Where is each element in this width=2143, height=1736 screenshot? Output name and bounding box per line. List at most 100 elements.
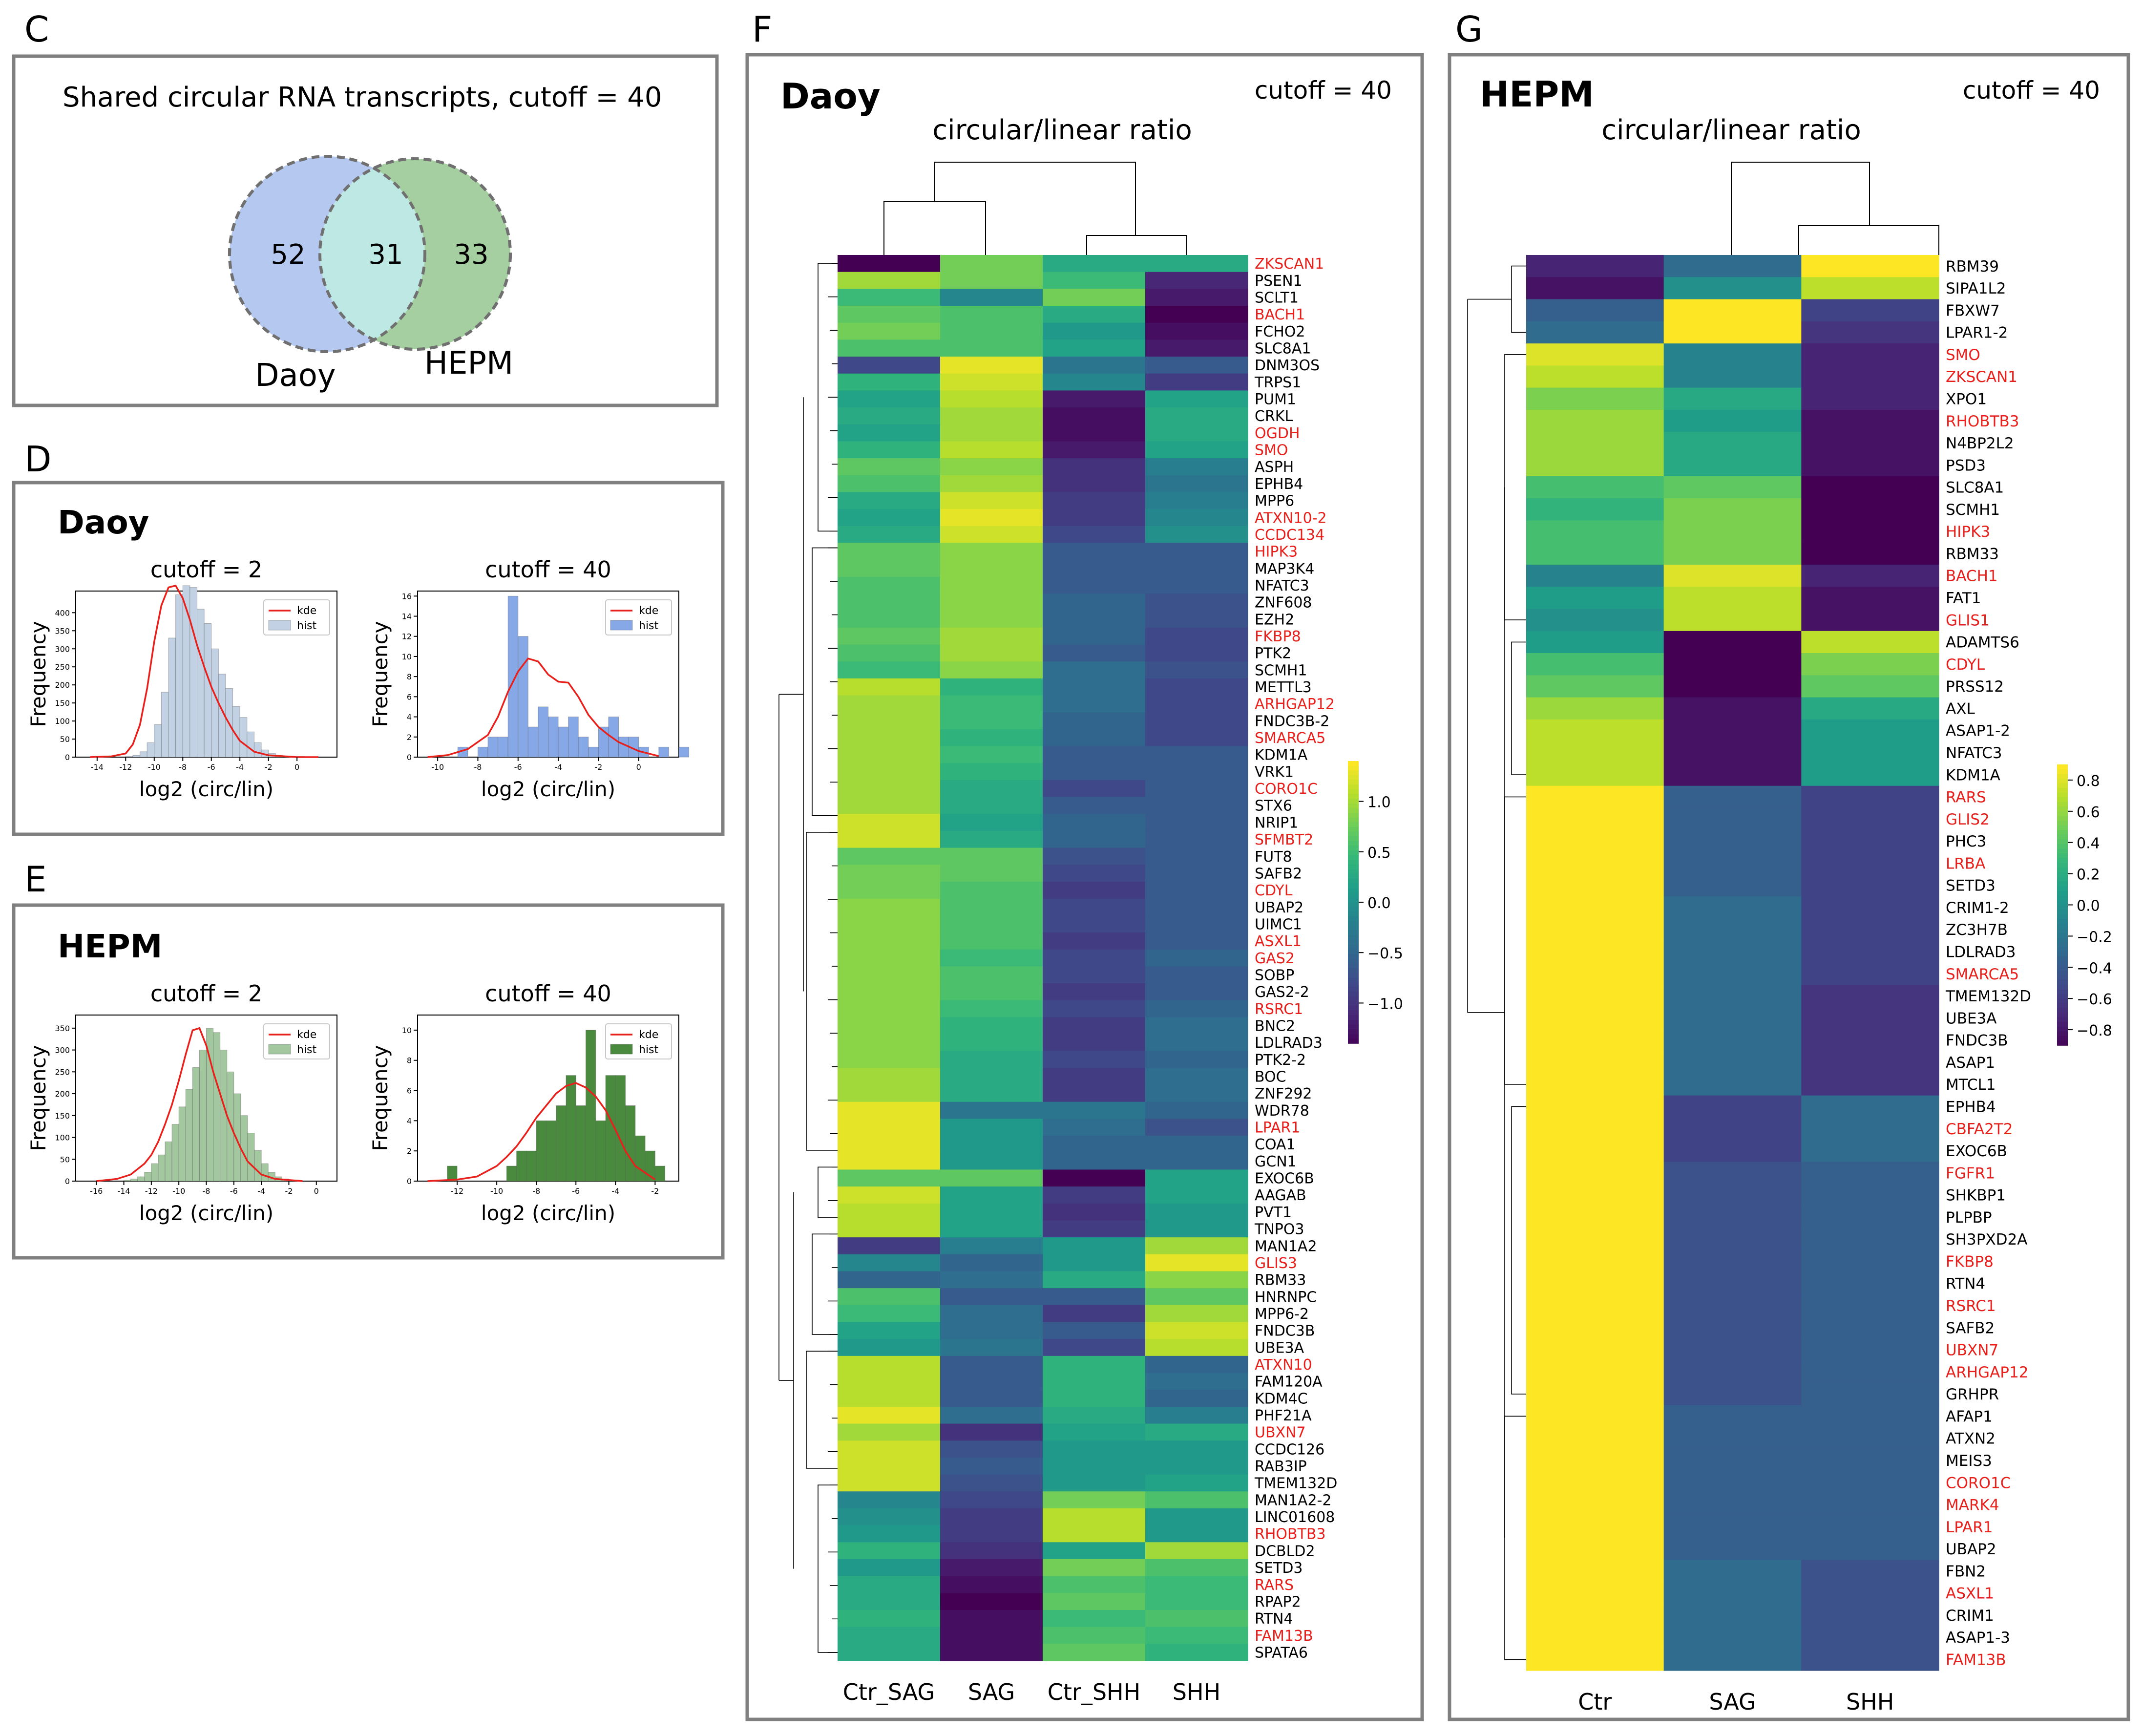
heatmap-cell [940, 712, 1043, 730]
colorbar-segment [2057, 900, 2068, 906]
heatmap-cell [1145, 255, 1248, 273]
hist-bar [161, 692, 169, 758]
row-label: RAB3IP [1255, 1458, 1307, 1475]
heatmap-cell [1043, 1000, 1146, 1017]
row-label: RBM33 [1255, 1272, 1306, 1289]
hist-title: cutoff = 2 [150, 556, 262, 583]
heatmap-cell [1801, 498, 1939, 521]
x-axis-label: log2 (circ/lin) [139, 1201, 273, 1225]
row-label: RBM33 [1946, 546, 1999, 563]
row-label: RSRC1 [1946, 1297, 1996, 1315]
heatmap-cell [1801, 432, 1939, 455]
x-tick-label: -8 [532, 1186, 540, 1196]
heatmap-cell [940, 966, 1043, 984]
colorbar-segment [1348, 869, 1359, 874]
heatmap-cell [1043, 1339, 1146, 1356]
heatmap-cell [1801, 1316, 1939, 1339]
x-axis-label: log2 (circ/lin) [481, 1201, 615, 1225]
heatmap-cell [940, 763, 1043, 781]
heatmap-cell [1145, 1440, 1248, 1458]
hist-bar [144, 1172, 152, 1182]
row-label: FNDC3B [1255, 1323, 1315, 1340]
x-tick-label: -8 [203, 1186, 210, 1196]
daoy-hist-group-title: Daoy [58, 504, 149, 541]
row-label: UBE3A [1255, 1339, 1304, 1356]
heatmap-cell [940, 322, 1043, 340]
heatmap-cell [1145, 509, 1248, 527]
heatmap-cell [940, 1101, 1043, 1119]
row-label: SCMH1 [1946, 501, 2000, 519]
heatmap-cell [1145, 1254, 1248, 1272]
heatmap-cell [1801, 520, 1939, 543]
colorbar-segment [2057, 1012, 2068, 1018]
row-label: LDLRAD3 [1255, 1035, 1323, 1052]
heatmap-cell [1663, 432, 1802, 455]
colorbar-segment [2057, 928, 2068, 933]
hist-bar [527, 726, 539, 758]
heatmap-cell [1526, 1338, 1664, 1361]
heatmap-cell [940, 797, 1043, 814]
colorbar-segment [1348, 935, 1359, 940]
heatmap-cell [838, 966, 941, 984]
x-tick-label: -4 [236, 762, 244, 772]
heatmap-cell [838, 830, 941, 848]
heatmap-cell [1663, 1117, 1802, 1140]
heatmap-cell [940, 593, 1043, 611]
heatmap-cell [1801, 631, 1939, 654]
heatmap-cell [1526, 1383, 1664, 1406]
heatmap-cell [1801, 1140, 1939, 1163]
heatmap-cell [940, 1542, 1043, 1560]
heatmap-cell [1043, 1152, 1146, 1170]
colorbar-segment [1348, 1001, 1359, 1006]
heatmap-cell [1663, 1007, 1802, 1030]
heatmap-cell [940, 306, 1043, 323]
row-label: ASPH [1255, 459, 1294, 476]
heatmap-cell [1145, 847, 1248, 865]
heatmap-cell [1145, 458, 1248, 476]
heatmap-cell [838, 1271, 941, 1289]
row-label: ASAP1 [1946, 1054, 1995, 1072]
colorbar-segment [1348, 808, 1359, 813]
x-tick-label: -12 [119, 762, 132, 772]
heatmap-cell [1801, 1604, 1939, 1627]
colorbar-segment [2057, 787, 2068, 793]
hist-bar [140, 751, 147, 758]
heatmap-cell [1663, 985, 1802, 1008]
heatmap-cell [1043, 322, 1146, 340]
heatmap-cell [940, 560, 1043, 577]
legend-hist-swatch [268, 620, 291, 631]
row-label: MPP6-2 [1255, 1306, 1309, 1323]
heatmap-cell [1801, 852, 1939, 875]
heatmap-cell [838, 814, 941, 831]
y-tick-label: 0 [65, 1177, 70, 1186]
heatmap-cell [1043, 1440, 1146, 1458]
heatmap-cell [838, 729, 941, 747]
histogram-daoy-cutoff40: cutoff = 40 -10 -8 -6 -4 -2 0 0 2 4 6 8 10 12 14 16 log2… [368, 556, 690, 801]
colorbar-segment [2057, 905, 2068, 910]
colorbar-segment [2057, 961, 2068, 966]
heatmap-cell [940, 1322, 1043, 1339]
colorbar-segment [2057, 1022, 2068, 1027]
x-tick-label: -8 [474, 762, 482, 772]
colorbar-segment [2057, 802, 2068, 807]
heatmap-cell [838, 543, 941, 560]
colorbar-segment [1348, 888, 1359, 893]
heatmap-cell [1145, 1508, 1248, 1526]
x-tick-label: -12 [451, 1186, 463, 1196]
x-tick-label: -14 [117, 1186, 130, 1196]
heatmap-cell [940, 526, 1043, 544]
row-label: CCDC134 [1255, 527, 1324, 544]
heatmap-cell [1043, 289, 1146, 306]
hist-bar [595, 1120, 606, 1182]
heatmap-cell [838, 339, 941, 357]
heatmap-cell [1801, 277, 1939, 300]
heatmap-cell [1145, 1339, 1248, 1356]
heatmap-cell [1663, 1184, 1802, 1207]
row-label: XPO1 [1946, 391, 1987, 408]
heatmap-cell [1663, 1626, 1802, 1649]
colorbar-segment [1348, 897, 1359, 903]
heatmap-cell [940, 1508, 1043, 1526]
hist-bar [615, 1075, 626, 1182]
heatmap-cell [838, 915, 941, 933]
colorbar-segment [1348, 794, 1359, 799]
